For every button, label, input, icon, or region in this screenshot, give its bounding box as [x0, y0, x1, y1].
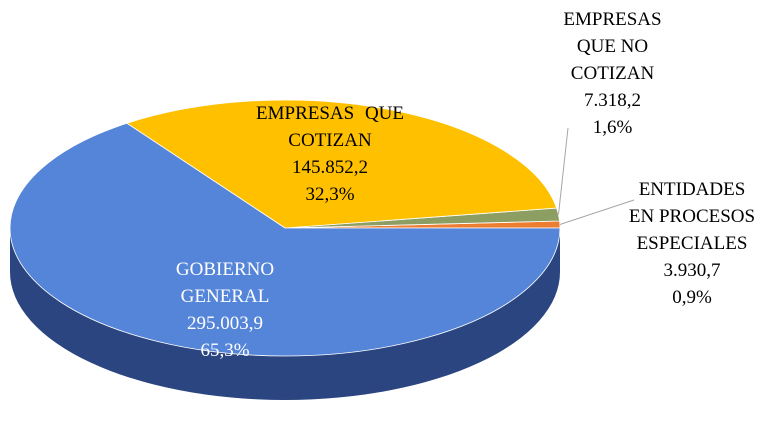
category-label: GOBIERNO GENERAL [175, 259, 275, 307]
category-label: ENTIDADES EN PROCESOS ESPECIALES [628, 179, 756, 254]
category-label: EMPRESAS QUE NO COTIZAN [563, 9, 662, 84]
percent-label: 1,6% [592, 117, 633, 138]
category-label: EMPRESAS QUE COTIZAN [256, 103, 404, 151]
slice-side [10, 228, 560, 400]
leader-line [559, 199, 635, 225]
percent-label: 32,3% [305, 184, 355, 205]
percent-label: 0,9% [672, 287, 712, 308]
data-label: ENTIDADES EN PROCESOS ESPECIALES 3.930,7… [622, 176, 762, 311]
value-label: 145.852,2 [292, 157, 368, 178]
value-label: 3.930,7 [663, 260, 721, 281]
value-label: 7.318,2 [584, 90, 641, 111]
data-label: GOBIERNO GENERAL 295.003,9 65,3% [150, 256, 300, 364]
slice [125, 99, 558, 229]
leader-line [557, 127, 569, 215]
slice [9, 122, 561, 357]
data-label: EMPRESAS QUE NO COTIZAN 7.318,2 1,6% [545, 6, 680, 141]
data-label: EMPRESAS QUE COTIZAN 145.852,2 32,3% [230, 100, 430, 208]
percent-label: 65,3% [200, 340, 250, 361]
value-label: 295.003,9 [187, 313, 263, 334]
